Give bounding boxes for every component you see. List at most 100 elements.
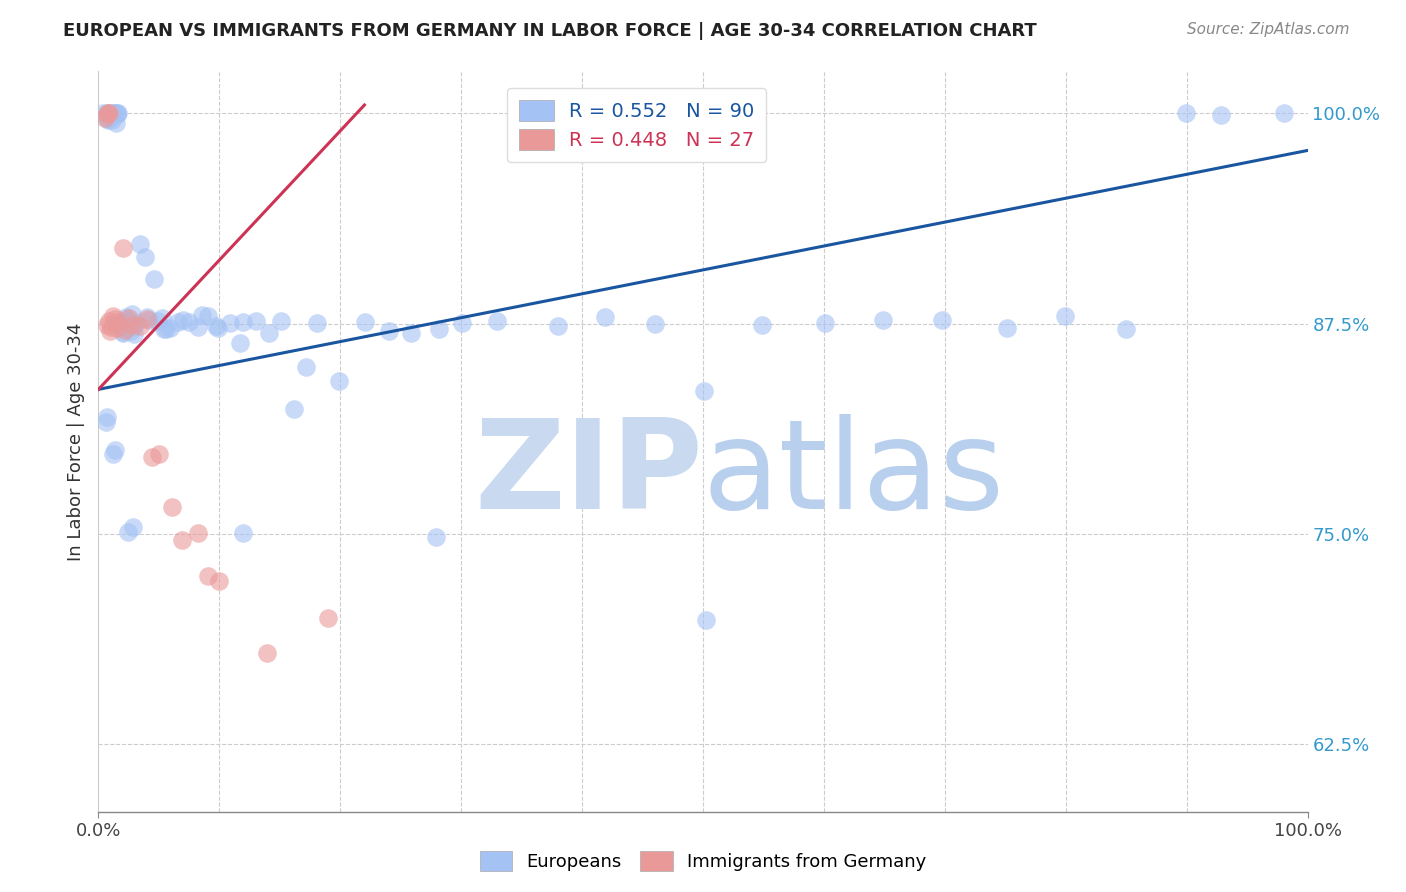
Point bbox=[692, 384, 714, 398]
Text: ZIP: ZIP bbox=[474, 415, 703, 535]
Point bbox=[134, 250, 156, 264]
Point bbox=[103, 106, 125, 120]
Point bbox=[122, 326, 145, 341]
Point bbox=[190, 308, 212, 322]
Point bbox=[120, 324, 142, 338]
Point bbox=[96, 107, 118, 121]
Point bbox=[105, 320, 128, 334]
Point bbox=[1115, 322, 1137, 336]
Point bbox=[101, 309, 124, 323]
Point bbox=[451, 316, 474, 330]
Point bbox=[187, 319, 209, 334]
Point bbox=[101, 108, 124, 122]
Point bbox=[97, 106, 120, 120]
Point bbox=[104, 315, 127, 329]
Point bbox=[486, 314, 509, 328]
Point bbox=[644, 318, 666, 332]
Point bbox=[112, 325, 135, 339]
Point bbox=[547, 319, 569, 334]
Point bbox=[96, 106, 118, 120]
Point bbox=[115, 311, 138, 326]
Point bbox=[107, 106, 129, 120]
Point bbox=[142, 272, 165, 286]
Point bbox=[187, 526, 209, 541]
Point bbox=[117, 315, 139, 329]
Point bbox=[97, 106, 120, 120]
Point bbox=[150, 311, 173, 326]
Point bbox=[121, 319, 143, 334]
Point bbox=[101, 106, 124, 120]
Point bbox=[219, 316, 242, 330]
Point bbox=[100, 320, 122, 334]
Point bbox=[751, 318, 773, 332]
Point bbox=[695, 613, 717, 627]
Point bbox=[283, 401, 305, 416]
Point bbox=[316, 611, 339, 625]
Point bbox=[1174, 106, 1197, 120]
Point bbox=[153, 322, 176, 336]
Point bbox=[114, 323, 136, 337]
Point bbox=[93, 111, 115, 125]
Point bbox=[135, 310, 157, 324]
Point bbox=[354, 315, 377, 329]
Point bbox=[104, 442, 127, 457]
Point bbox=[121, 307, 143, 321]
Point bbox=[256, 646, 278, 660]
Point bbox=[245, 314, 267, 328]
Point bbox=[172, 313, 194, 327]
Point bbox=[205, 318, 228, 333]
Legend: R = 0.552   N = 90, R = 0.448   N = 27: R = 0.552 N = 90, R = 0.448 N = 27 bbox=[508, 88, 766, 162]
Point bbox=[97, 106, 120, 120]
Point bbox=[117, 524, 139, 539]
Point bbox=[159, 320, 181, 334]
Point bbox=[425, 530, 447, 544]
Point bbox=[146, 314, 169, 328]
Point bbox=[122, 519, 145, 533]
Point bbox=[1209, 108, 1232, 122]
Point bbox=[872, 313, 894, 327]
Point bbox=[129, 318, 152, 333]
Point bbox=[148, 447, 170, 461]
Point bbox=[135, 312, 157, 326]
Point bbox=[270, 314, 292, 328]
Point bbox=[166, 315, 188, 329]
Point bbox=[97, 112, 120, 127]
Point bbox=[155, 322, 177, 336]
Point bbox=[995, 321, 1018, 335]
Point bbox=[1054, 309, 1077, 323]
Point bbox=[98, 324, 121, 338]
Text: Source: ZipAtlas.com: Source: ZipAtlas.com bbox=[1187, 22, 1350, 37]
Point bbox=[294, 359, 316, 374]
Point bbox=[112, 320, 135, 334]
Point bbox=[197, 309, 219, 323]
Y-axis label: In Labor Force | Age 30-34: In Labor Force | Age 30-34 bbox=[66, 322, 84, 561]
Point bbox=[207, 321, 229, 335]
Point bbox=[112, 318, 135, 333]
Point bbox=[232, 525, 254, 540]
Point bbox=[114, 310, 136, 325]
Point bbox=[98, 108, 121, 122]
Point bbox=[111, 241, 134, 255]
Point bbox=[96, 409, 118, 424]
Point bbox=[427, 322, 450, 336]
Text: atlas: atlas bbox=[703, 415, 1005, 535]
Point bbox=[97, 112, 120, 126]
Point bbox=[160, 500, 183, 515]
Point bbox=[931, 313, 953, 327]
Point bbox=[124, 318, 146, 333]
Point bbox=[117, 314, 139, 328]
Point bbox=[125, 316, 148, 330]
Point bbox=[105, 106, 128, 120]
Point bbox=[328, 375, 350, 389]
Point bbox=[104, 312, 127, 326]
Point bbox=[228, 335, 250, 350]
Point bbox=[399, 326, 422, 341]
Point bbox=[593, 310, 616, 324]
Point bbox=[378, 324, 401, 338]
Point bbox=[91, 106, 114, 120]
Point bbox=[107, 317, 129, 331]
Point bbox=[141, 450, 163, 464]
Point bbox=[128, 237, 150, 252]
Point bbox=[120, 318, 142, 332]
Point bbox=[96, 318, 118, 333]
